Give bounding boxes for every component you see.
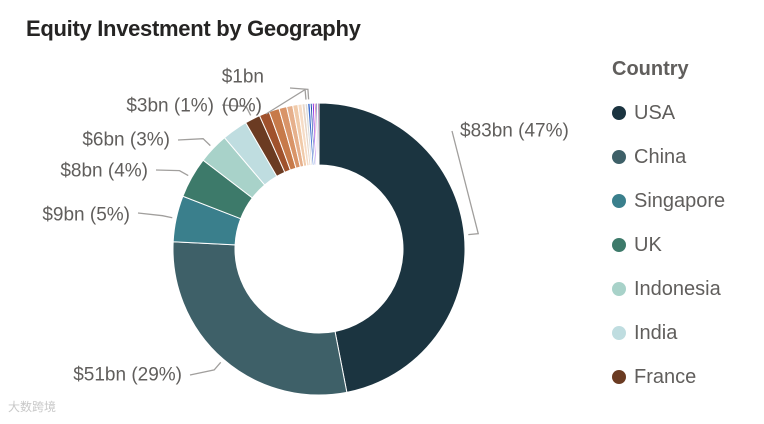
legend-item[interactable]: France — [612, 355, 725, 399]
legend-item[interactable]: China — [612, 135, 725, 179]
legend-marker — [612, 150, 626, 164]
donut-chart: $83bn (47%) $51bn (29%) $9bn (5%) $8bn (4%)… — [42, 67, 569, 396]
leader-line — [155, 169, 189, 177]
data-label: $51bn (29%) — [73, 365, 182, 386]
donut-slice-usa[interactable] — [318, 102, 466, 393]
legend-label: Singapore — [634, 189, 726, 212]
legend-label: USA — [634, 101, 676, 124]
data-label: (0%) — [222, 96, 262, 117]
leader-line — [137, 212, 173, 219]
leader-line — [221, 104, 252, 116]
donut-slice[interactable] — [316, 102, 320, 166]
watermark: 大数跨境 — [8, 400, 57, 414]
chart-title: Equity Investment by Geography — [26, 16, 361, 41]
legend-title: Country — [612, 58, 689, 80]
legend-items: USA China Singapore UK Indonesia India France — [612, 91, 725, 399]
data-label: $8bn (4%) — [60, 161, 148, 182]
legend-item[interactable]: Singapore — [612, 179, 725, 223]
legend-label: Indonesia — [634, 277, 721, 300]
leader-line — [451, 130, 480, 236]
legend-label: China — [634, 145, 687, 168]
legend-label: UK — [634, 233, 662, 256]
legend-label: France — [634, 365, 697, 388]
data-label: $83bn (47%) — [460, 121, 569, 142]
legend-marker — [612, 106, 626, 120]
legend-marker — [612, 282, 626, 296]
leader-line — [189, 361, 222, 376]
legend-item[interactable]: India — [612, 311, 725, 355]
legend-item[interactable]: Indonesia — [612, 267, 725, 311]
legend-item[interactable]: USA — [612, 91, 725, 135]
data-label: $1bn — [222, 67, 264, 88]
legend-marker — [612, 370, 626, 384]
leader-line — [177, 138, 211, 147]
legend-marker — [612, 326, 626, 340]
leader-line — [289, 87, 310, 100]
legend-marker — [612, 194, 626, 208]
data-label: $6bn (3%) — [82, 130, 170, 151]
legend-label: India — [634, 321, 678, 344]
legend-marker — [612, 238, 626, 252]
data-label: $9bn (5%) — [42, 205, 130, 226]
legend: Country USA China Singapore UK Indonesia Indi… — [612, 58, 725, 399]
data-label: $3bn (1%) — [126, 96, 214, 117]
legend-item[interactable]: UK — [612, 223, 725, 267]
donut-slice-china[interactable] — [172, 241, 348, 396]
